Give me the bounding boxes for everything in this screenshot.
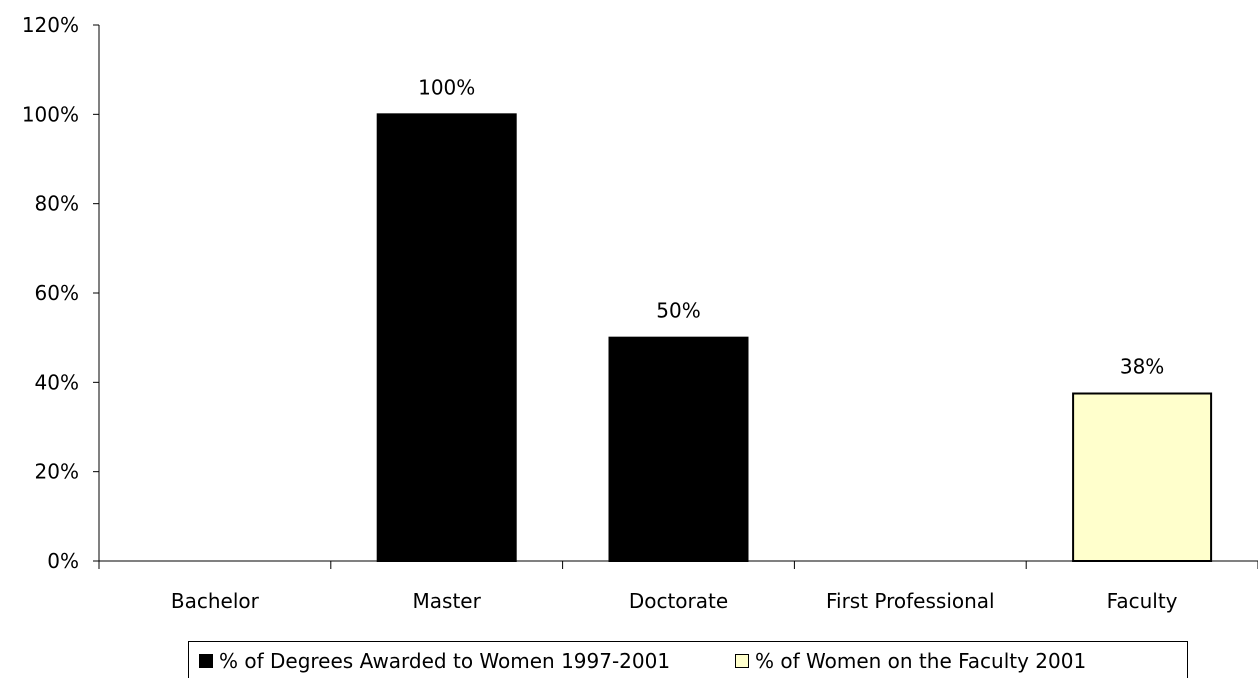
x-tick-label: First Professional [826, 589, 995, 613]
y-tick-label: 80% [35, 192, 79, 216]
x-tick-label: Doctorate [629, 589, 728, 613]
y-tick-label: 20% [35, 460, 79, 484]
bar-faculty [1072, 392, 1213, 562]
bar-doctorate [608, 336, 749, 562]
x-tick-label: Master [413, 589, 482, 613]
x-tick-label: Faculty [1107, 589, 1178, 613]
x-tick-label: Bachelor [171, 589, 260, 613]
legend: % of Degrees Awarded to Women 1997-2001 … [188, 641, 1188, 678]
legend-swatch-degrees [199, 654, 213, 668]
legend-item-degrees: % of Degrees Awarded to Women 1997-2001 [199, 649, 670, 673]
legend-label-degrees: % of Degrees Awarded to Women 1997-2001 [219, 649, 671, 673]
legend-item-faculty: % of Women on the Faculty 2001 [735, 649, 1086, 673]
y-tick-label: 60% [35, 281, 79, 305]
legend-swatch-faculty [735, 654, 749, 668]
y-tick-label: 0% [47, 549, 79, 573]
y-tick-label: 40% [35, 370, 79, 394]
y-tick-label: 120% [22, 13, 79, 37]
y-tick-label: 100% [22, 102, 79, 126]
legend-label-faculty: % of Women on the Faculty 2001 [755, 649, 1087, 673]
data-label: 50% [656, 299, 700, 323]
data-label: 100% [418, 75, 475, 99]
data-label: 38% [1120, 355, 1164, 379]
bar-chart: 0% 20% 40% 60% 80% 100% 120% Bachelor Master Doc… [22, 13, 1258, 613]
bar-master [376, 113, 517, 562]
